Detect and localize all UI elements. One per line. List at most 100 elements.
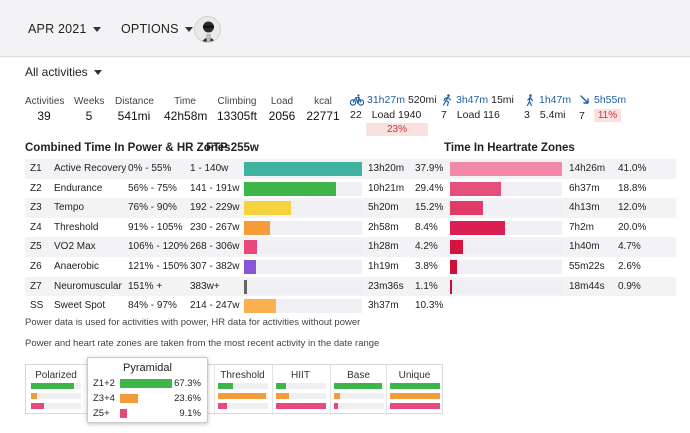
hr-zone-time: 18m44s <box>569 280 605 292</box>
sport-walk[interactable]: 1h47m 3 5.4mi <box>524 94 571 121</box>
zone-id: Z4 <box>30 221 42 233</box>
model-bar <box>276 393 289 399</box>
zone-row[interactable]: Z4 Threshold 91% - 105% 230 - 267w 2h58m 8.4% <box>25 218 468 238</box>
options-menu[interactable]: OPTIONS <box>121 22 193 36</box>
hr-zone-row[interactable]: 6h37m 18.8% <box>446 179 676 199</box>
month-selector[interactable]: APR 2021 <box>28 22 101 36</box>
zone-watts-range: 230 - 267w <box>190 221 240 233</box>
zone-percent-range: 0% - 55% <box>128 163 172 174</box>
zone-share: 1.1% <box>415 280 438 292</box>
hr-zone-time: 6h37m <box>569 182 600 194</box>
model-bar <box>31 383 74 389</box>
stat-label: Activities <box>25 96 65 107</box>
zone-percent-range: 151% + <box>128 280 163 292</box>
hr-bar-track <box>450 279 562 294</box>
zone-time: 2h58m <box>368 221 399 233</box>
hr-zone-row[interactable]: 4h13m 12.0% <box>446 198 676 218</box>
pyramidal-row-value: 67.3% <box>174 378 201 389</box>
sport-run[interactable]: 3h47m 15mi 7 Load 116 <box>441 94 514 121</box>
activities-filter[interactable]: All activities <box>25 65 102 79</box>
hr-zone-time: 14h26m <box>569 163 606 174</box>
other-percent-badge: 11% <box>593 109 622 122</box>
zone-watts-range: 307 - 382w <box>190 260 240 272</box>
power-zones-table: Z1 Active Recovery 0% - 55% 1 - 140w 13h20m 3… <box>25 159 468 316</box>
user-avatar-icon <box>195 17 220 42</box>
hr-bar-track <box>450 240 562 255</box>
zone-time: 1h19m <box>368 260 399 272</box>
model-card-hiit[interactable]: HIIT <box>272 365 328 415</box>
power-zones-heading: Combined Time In Power & HR Zones <box>25 142 231 154</box>
zone-percent-range: 106% - 120% <box>128 241 189 253</box>
sport-other[interactable]: 5h55m 7 11% <box>579 94 626 122</box>
hr-bar-track <box>450 201 562 216</box>
model-bar <box>390 393 440 399</box>
month-label: APR 2021 <box>28 22 87 36</box>
hr-zone-row[interactable]: 7h2m 20.0% <box>446 218 676 238</box>
zone-id: Z7 <box>30 280 42 292</box>
zone-bar <box>244 259 256 274</box>
pyramidal-bar <box>120 409 128 418</box>
model-card-unique[interactable]: Unique <box>386 365 442 415</box>
hr-zones-table: 14h26m 41.0% 6h37m 18.8% 4h13m 12.0% 7h2m 20.0%… <box>446 159 676 297</box>
pyramidal-card[interactable]: Pyramidal Z1+2 67.3% Z3+4 23.6% Z5+ 9.1% <box>87 357 208 423</box>
sport-ride[interactable]: 31h27m 520mi 22 Load 1940 23% <box>350 94 437 136</box>
zone-row[interactable]: Z6 Anaerobic 121% - 150% 307 - 382w 1h19m 3.8… <box>25 257 468 277</box>
zone-time: 1h28m <box>368 241 399 253</box>
zone-share: 37.9% <box>415 163 444 174</box>
hr-zone-share: 20.0% <box>618 221 647 233</box>
model-card-polarized[interactable]: Polarized <box>28 365 84 415</box>
model-bar-track <box>31 403 81 409</box>
zone-id: Z5 <box>30 241 42 253</box>
zone-share: 15.2% <box>415 202 444 214</box>
model-card-threshold[interactable]: Threshold <box>214 365 270 415</box>
model-bar-track <box>334 383 384 389</box>
hr-zone-row[interactable]: 14h26m 41.0% <box>446 159 676 179</box>
zone-name: VO2 Max <box>54 241 96 253</box>
zone-time: 3h37m <box>368 300 399 312</box>
hr-zone-row[interactable]: 1h40m 4.7% <box>446 237 676 257</box>
zone-row[interactable]: Z7 Neuromuscular 151% + 383w+ 23m36s 1.1% <box>25 276 468 297</box>
run-time: 3h47m <box>456 94 489 106</box>
hr-zone-row[interactable]: 55m22s 2.6% <box>446 257 676 277</box>
zone-bar-track <box>244 220 362 235</box>
zone-row[interactable]: SS Sweet Spot 84% - 97% 214 - 247w 3h37m 10.3… <box>25 296 468 316</box>
walk-icon <box>526 94 534 106</box>
zone-time: 13h20m <box>368 163 405 174</box>
model-bar-track <box>276 393 326 399</box>
zone-bar-track <box>244 240 362 255</box>
stat-value: 13305ft <box>216 109 258 123</box>
model-bar-track <box>390 403 440 409</box>
avatar[interactable] <box>194 16 221 43</box>
zone-name: Anaerobic <box>54 260 100 272</box>
stat-value: 22771 <box>306 109 340 123</box>
model-bar <box>334 393 340 399</box>
zone-row[interactable]: Z1 Active Recovery 0% - 55% 1 - 140w 13h20m 3… <box>25 159 468 179</box>
model-bar <box>390 383 440 389</box>
model-card-base[interactable]: Base <box>330 365 386 415</box>
note-zones-source: Power and heart rate zones are taken fro… <box>25 338 380 349</box>
hr-bar-track <box>450 220 562 235</box>
model-bar-track <box>334 403 384 409</box>
zone-percent-range: 91% - 105% <box>128 221 183 233</box>
ride-load: Load 1940 <box>371 109 422 121</box>
model-bar-track <box>31 393 81 399</box>
zone-row[interactable]: Z3 Tempo 76% - 90% 192 - 229w 5h20m 15.2% <box>25 198 468 218</box>
hr-zone-row[interactable]: 18m44s 0.9% <box>446 276 676 297</box>
model-bar <box>334 403 338 409</box>
run-count: 7 <box>441 109 447 121</box>
run-distance: 15mi <box>491 94 514 106</box>
zone-id: Z6 <box>30 260 42 272</box>
run-icon <box>442 94 452 106</box>
zone-row[interactable]: Z2 Endurance 56% - 75% 141 - 191w 10h21m 29.4… <box>25 179 468 199</box>
stat-climbing: Climbing 13305ft <box>215 96 259 123</box>
zone-row[interactable]: Z5 VO2 Max 106% - 120% 268 - 306w 1h28m 4.2% <box>25 237 468 257</box>
caret-down-icon <box>92 26 101 32</box>
activities-filter-label: All activities <box>25 65 88 79</box>
zone-bar-track <box>244 279 362 294</box>
model-bar-track <box>390 383 440 389</box>
zone-name: Tempo <box>54 202 85 214</box>
ride-distance: 520mi <box>407 94 437 106</box>
zone-id: Z3 <box>30 202 42 214</box>
zone-percent-range: 84% - 97% <box>128 300 177 312</box>
stat-value: 5 <box>85 109 93 123</box>
